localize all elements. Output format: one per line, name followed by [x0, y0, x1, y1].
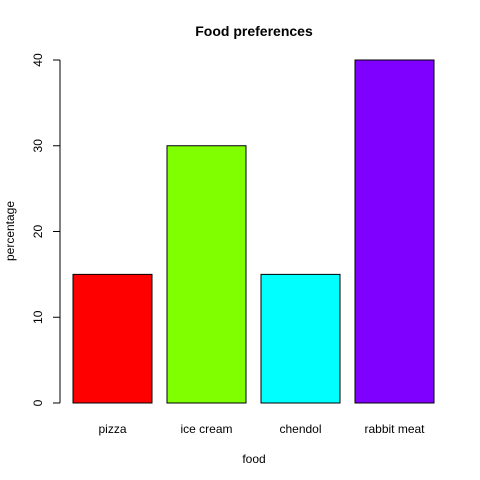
bar [166, 145, 247, 404]
y-tick-label: 0 [31, 399, 45, 406]
y-tick-label: 40 [31, 53, 45, 67]
x-tick-label: ice cream [180, 422, 232, 436]
y-tick-label: 10 [31, 310, 45, 324]
y-axis-label: percentage [3, 201, 17, 261]
x-axis-label: food [242, 452, 265, 466]
x-tick-label: rabbit meat [364, 422, 425, 436]
x-tick-label: pizza [98, 422, 126, 436]
y-axis: 0 10 20 30 40 [31, 53, 61, 406]
y-tick-label: 20 [31, 225, 45, 239]
bar [260, 273, 341, 404]
y-tick-label: 30 [31, 139, 45, 153]
bar [354, 59, 435, 404]
x-tick-label: chendol [279, 422, 321, 436]
bar [72, 273, 153, 404]
bars-group [72, 59, 435, 404]
x-tick-labels: pizza ice cream chendol rabbit meat [98, 422, 425, 436]
chart-title: Food preferences [195, 23, 313, 39]
